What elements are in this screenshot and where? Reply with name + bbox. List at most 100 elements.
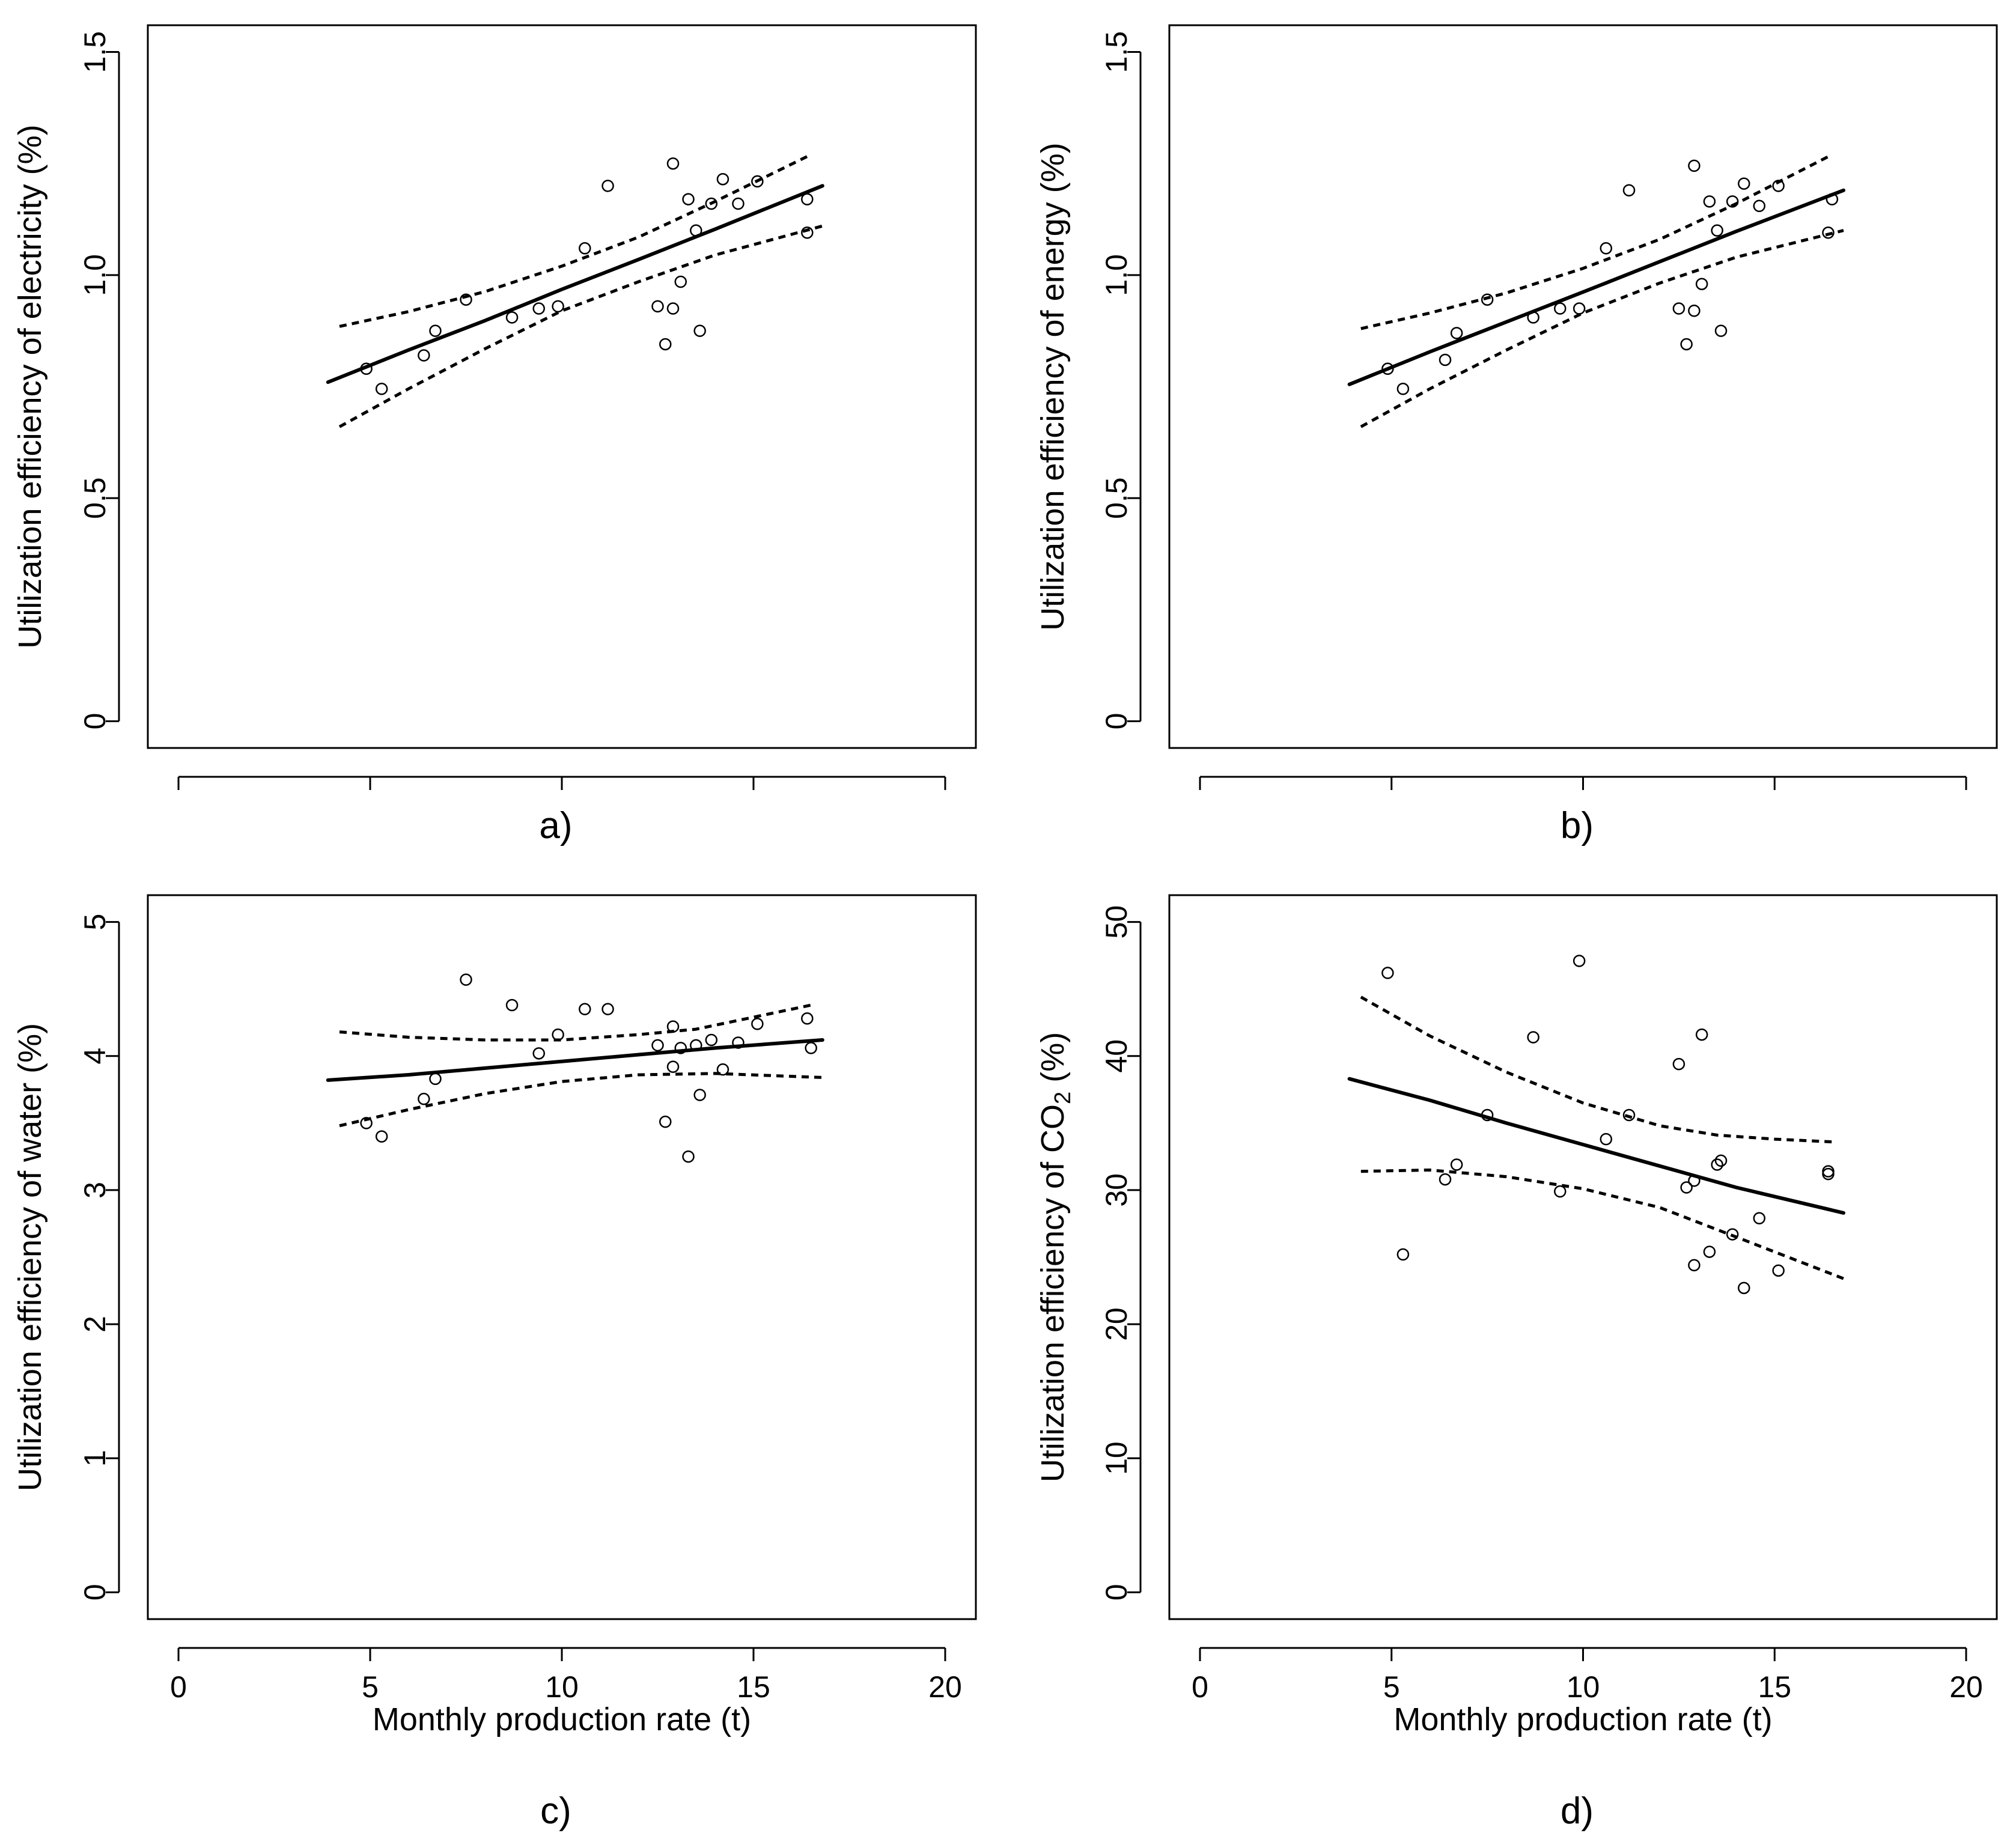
x-tick-label: 5 [1383, 1670, 1400, 1704]
y-tick-label: 30 [1100, 1173, 1133, 1207]
data-point [705, 1033, 718, 1047]
data-point [651, 1039, 664, 1052]
data-point [1772, 1264, 1785, 1277]
fit-line [326, 1038, 824, 1082]
data-point [732, 1036, 745, 1049]
chart-panel-3: 0 5 10 15 20 0 1 2 3 4 5 Utilization efficiency of … [12, 894, 977, 1832]
data-point [1450, 327, 1463, 339]
data-point [651, 300, 664, 313]
chart-panel-4: 0 5 10 15 20 0 10 20 30 40 50 Utilization efficienc… [1035, 894, 1998, 1832]
x-tick-label: 20 [928, 1670, 962, 1704]
data-point [1688, 1175, 1701, 1187]
y-axis-title: Utilization efficiency of water (%) [12, 1023, 48, 1491]
data-point [1672, 302, 1686, 315]
data-point [1600, 1132, 1612, 1146]
data-point [1622, 1108, 1636, 1122]
fit-line [1347, 1077, 1845, 1215]
data-point [1622, 184, 1636, 197]
data-point [1711, 224, 1723, 237]
data-point [460, 973, 472, 986]
y-tick-label: 0 [78, 1584, 112, 1600]
data-point [1726, 195, 1739, 208]
y-tick-label: 3 [78, 1182, 112, 1199]
data-point [693, 324, 706, 337]
data-point [552, 1028, 564, 1041]
plot-frame [147, 24, 977, 749]
data-point [1481, 293, 1494, 306]
data-point [1573, 302, 1586, 315]
x-tick-label: 10 [545, 1670, 579, 1704]
data-point [1573, 955, 1586, 967]
x-tick-label: 15 [737, 1670, 770, 1704]
y-tick-label: 4 [78, 1048, 112, 1065]
data-point [1680, 1181, 1693, 1194]
x-tick-label: 20 [1949, 1670, 1983, 1704]
confidence-band-line [1360, 1169, 1844, 1280]
data-point [682, 193, 695, 205]
y-tick-label: 2 [78, 1316, 112, 1333]
data-point [1680, 338, 1693, 351]
fit-line [1347, 188, 1845, 386]
data-point [1738, 1281, 1750, 1295]
y-tick-label: 0 [78, 713, 112, 730]
y-axis-title: Utilization efficiency of CO2 (%) [1035, 1032, 1076, 1482]
data-point [716, 172, 729, 186]
data-point [690, 224, 702, 237]
x-tick-label: 0 [170, 1670, 187, 1704]
data-point [1822, 1165, 1835, 1178]
panel-label: a) [539, 805, 572, 847]
data-point [674, 275, 687, 288]
y-tick-label: 40 [1100, 1039, 1133, 1073]
data-point [690, 1039, 702, 1052]
panel-label: d) [1561, 1790, 1594, 1832]
data-point [1481, 1108, 1494, 1122]
plot-frame [1168, 24, 1998, 749]
y-axis-title-part: (%) [1035, 1032, 1071, 1092]
confidence-band-line [339, 1072, 823, 1128]
y-tick-label: 50 [1100, 905, 1133, 939]
data-point [1772, 180, 1785, 192]
data-point [1711, 1158, 1723, 1171]
y-axis-title: Utilization efficiency of electricity (%… [12, 124, 48, 648]
data-point [375, 1130, 388, 1143]
x-tick-label: 15 [1758, 1670, 1791, 1704]
data-point [1554, 1185, 1567, 1198]
data-point [659, 1115, 672, 1128]
data-point [666, 1020, 680, 1033]
data-point [1714, 324, 1728, 337]
y-tick-label: 1.5 [78, 31, 112, 73]
data-point [360, 1117, 373, 1129]
data-point [659, 338, 672, 351]
y-tick-label: 1.0 [1100, 254, 1133, 296]
data-point [532, 302, 545, 315]
data-point [552, 300, 564, 313]
panel-label: c) [540, 1790, 571, 1832]
data-point [1714, 1154, 1728, 1167]
y-axis-title: Utilization efficiency of energy (%) [1035, 142, 1071, 630]
data-point [429, 324, 442, 337]
chart-panel-2: 0 0.5 1.0 1.5 Utilization efficiency of ener… [1035, 24, 1998, 847]
data-point [1439, 353, 1452, 366]
plot-frame [1168, 894, 1998, 1620]
data-point [674, 1042, 687, 1054]
x-tick-label: 10 [1567, 1670, 1600, 1704]
plot-frame [147, 894, 977, 1620]
data-point [682, 1150, 695, 1163]
data-point [601, 1003, 614, 1015]
data-point [1600, 242, 1612, 255]
data-point [1703, 1245, 1716, 1258]
data-point [666, 157, 680, 170]
data-point [1527, 1031, 1539, 1044]
data-point [1381, 362, 1394, 375]
y-tick-label: 0.5 [78, 477, 112, 519]
data-point [732, 197, 745, 210]
data-point [1822, 1167, 1835, 1181]
data-point [1822, 226, 1835, 239]
confidence-band-line [1360, 229, 1844, 428]
y-tick-label: 10 [1100, 1441, 1133, 1475]
y-axis-title-part: Utilization efficiency of electricity (%… [12, 124, 48, 648]
data-point [1381, 967, 1394, 979]
data-point [693, 1089, 706, 1101]
data-point [1753, 199, 1765, 212]
data-point [579, 242, 591, 255]
